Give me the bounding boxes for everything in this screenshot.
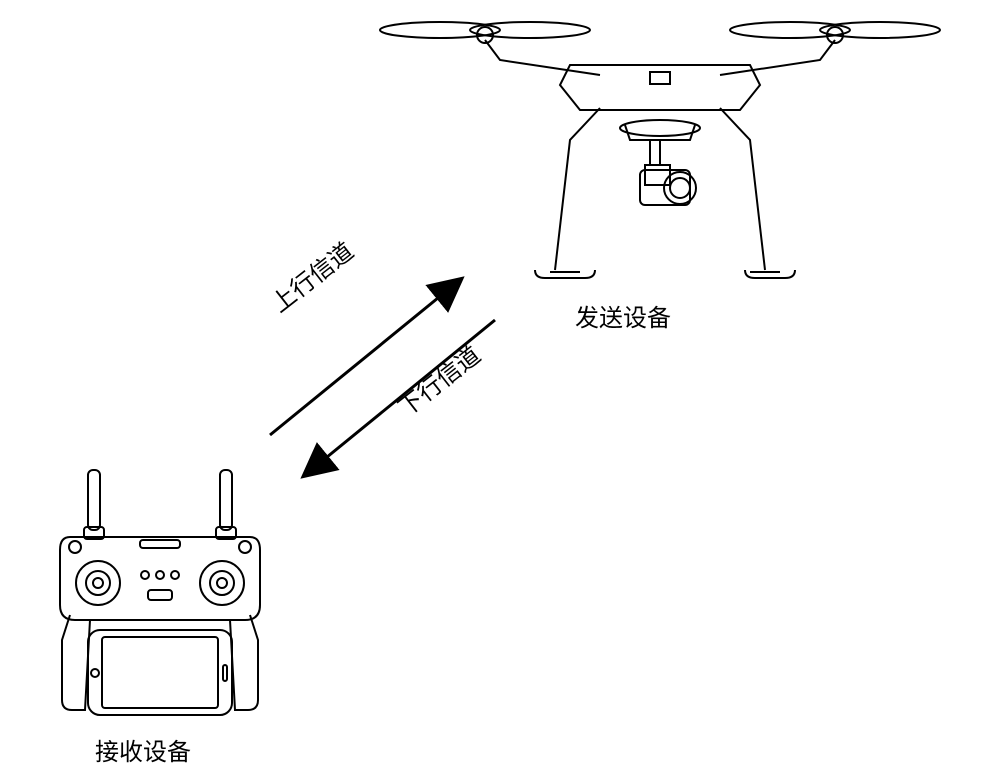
controller-label: 接收设备	[95, 732, 191, 767]
drone-label: 发送设备	[575, 298, 671, 333]
controller-illustration	[40, 465, 280, 725]
drone-illustration	[370, 10, 950, 290]
